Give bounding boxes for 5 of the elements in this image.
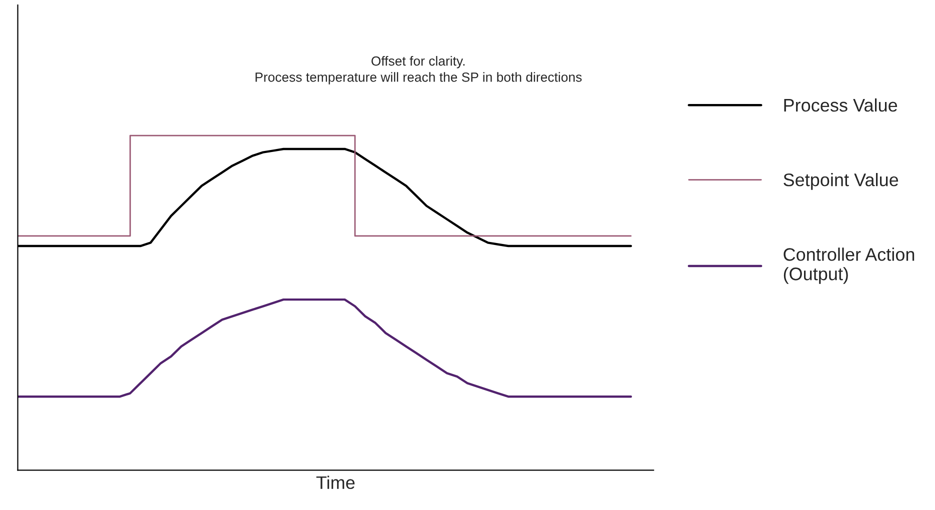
legend-label: Controller Action (Output): [784, 248, 914, 284]
text: Offset for clarity. Process temperature will reach the SP in both directions: [256, 56, 582, 84]
legend-label: Process Value: [784, 98, 898, 112]
x-axis-title: Time: [316, 476, 355, 490]
legend-label: Setpoint Value: [784, 173, 898, 190]
